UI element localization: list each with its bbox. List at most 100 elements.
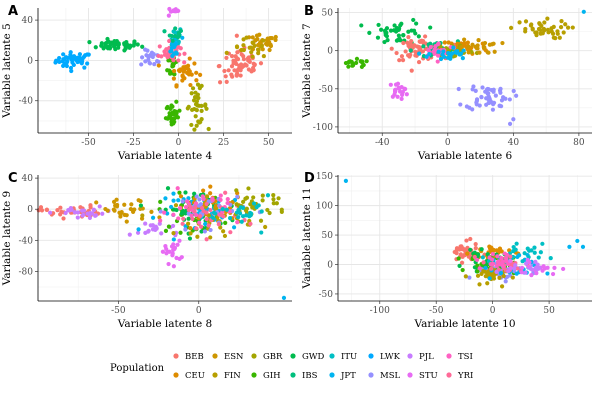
point-gbr: [194, 114, 198, 118]
point-tsi: [211, 198, 215, 202]
point-beb: [225, 80, 229, 84]
point-yri: [194, 226, 198, 230]
point-pjl: [128, 233, 132, 237]
point-msl: [508, 122, 512, 126]
point-jpt: [417, 52, 421, 56]
point-msl: [183, 227, 187, 231]
point-gbr: [275, 201, 279, 205]
legend-label: GIH: [263, 371, 281, 381]
legend-item-jpt: JPT: [329, 371, 356, 381]
x-tick-label: -100: [370, 306, 390, 316]
point-gwd: [94, 45, 98, 49]
point-gih: [350, 64, 354, 68]
point-itu: [523, 251, 527, 255]
point-esn: [474, 45, 478, 49]
point-gih: [158, 200, 162, 204]
point-gwd: [359, 23, 363, 27]
point-msl: [508, 97, 512, 101]
point-pjl: [524, 262, 528, 266]
point-jpt: [461, 56, 465, 60]
point-yri: [208, 208, 212, 212]
legend-key: [290, 353, 295, 358]
point-msl: [488, 97, 492, 101]
y-tick-label: 100: [316, 202, 333, 212]
y-tick-label: 40: [22, 174, 34, 184]
point-gwd: [124, 47, 128, 51]
point-gbr: [190, 91, 194, 95]
point-stu: [170, 253, 174, 257]
point-esn: [115, 204, 119, 208]
legend-label: ITU: [341, 352, 357, 362]
legend-key: [446, 353, 451, 358]
point-beb: [39, 205, 43, 209]
legend-key: [173, 372, 178, 377]
point-msl: [479, 95, 483, 99]
point-itu: [260, 209, 264, 213]
point-gih: [354, 61, 358, 65]
point-esn: [123, 213, 127, 217]
point-beb: [58, 206, 62, 210]
point-fin: [223, 234, 227, 238]
point-gbr: [195, 124, 199, 128]
point-gbr: [190, 108, 194, 112]
point-beb: [45, 208, 49, 212]
panel-A: A-50 -25 0 25 50-40040Variable latente 4Vari…: [1, 4, 292, 162]
point-lwk: [56, 59, 60, 63]
point-esn: [94, 200, 98, 204]
x-tick-label: -40: [375, 138, 390, 148]
point-fin: [558, 36, 562, 40]
point-ceu: [198, 73, 202, 77]
point-esn: [112, 200, 116, 204]
point-msl: [511, 117, 515, 121]
point-lwk: [82, 65, 86, 69]
point-gwd: [87, 40, 91, 44]
point-msl: [483, 90, 487, 94]
point-gwd: [385, 38, 389, 42]
point-gwd: [413, 31, 417, 35]
point-tsi: [178, 206, 182, 210]
legend-item-tsi: TSI: [446, 352, 472, 362]
point-stu: [164, 247, 168, 251]
point-tsi: [436, 59, 440, 63]
point-pjl: [80, 209, 84, 213]
point-jpt: [151, 216, 155, 220]
point-gih: [346, 65, 350, 69]
point-msl: [195, 194, 199, 198]
point-yri: [167, 54, 171, 58]
point-msl: [143, 48, 147, 52]
x-tick-label: 0: [196, 306, 202, 316]
point-yri: [228, 230, 232, 234]
x-tick-label: 25: [218, 138, 230, 148]
point-tsi: [432, 52, 436, 56]
legend-item-ceu: CEU: [173, 371, 204, 381]
point-gih: [457, 256, 461, 260]
point-jpt: [136, 227, 140, 231]
point-beb: [252, 62, 256, 66]
point-gwd: [108, 46, 112, 50]
point-esn: [117, 211, 121, 215]
point-gih: [171, 121, 175, 125]
point-fin: [235, 44, 239, 48]
point-gih: [176, 115, 180, 119]
point-fin: [476, 274, 480, 278]
point-stu: [166, 262, 170, 266]
point-yri: [199, 225, 203, 229]
point-itu: [249, 213, 253, 217]
point-yri: [190, 217, 194, 221]
point-jpt: [171, 192, 175, 196]
legend-item-lwk: LWK: [368, 352, 400, 362]
point-jpt: [232, 225, 236, 229]
point-gwd: [376, 36, 380, 40]
point-esn: [466, 45, 470, 49]
point-gwd: [392, 23, 396, 27]
point-beb: [468, 237, 472, 241]
point-pjl: [76, 215, 80, 219]
point-beb: [229, 73, 233, 77]
point-stu: [396, 95, 400, 99]
point-beb: [397, 58, 401, 62]
point-tsi: [219, 194, 223, 198]
point-gih: [360, 65, 364, 69]
point-yri: [248, 222, 252, 226]
legend-label: CEU: [185, 371, 205, 381]
point-lwk: [70, 60, 74, 64]
